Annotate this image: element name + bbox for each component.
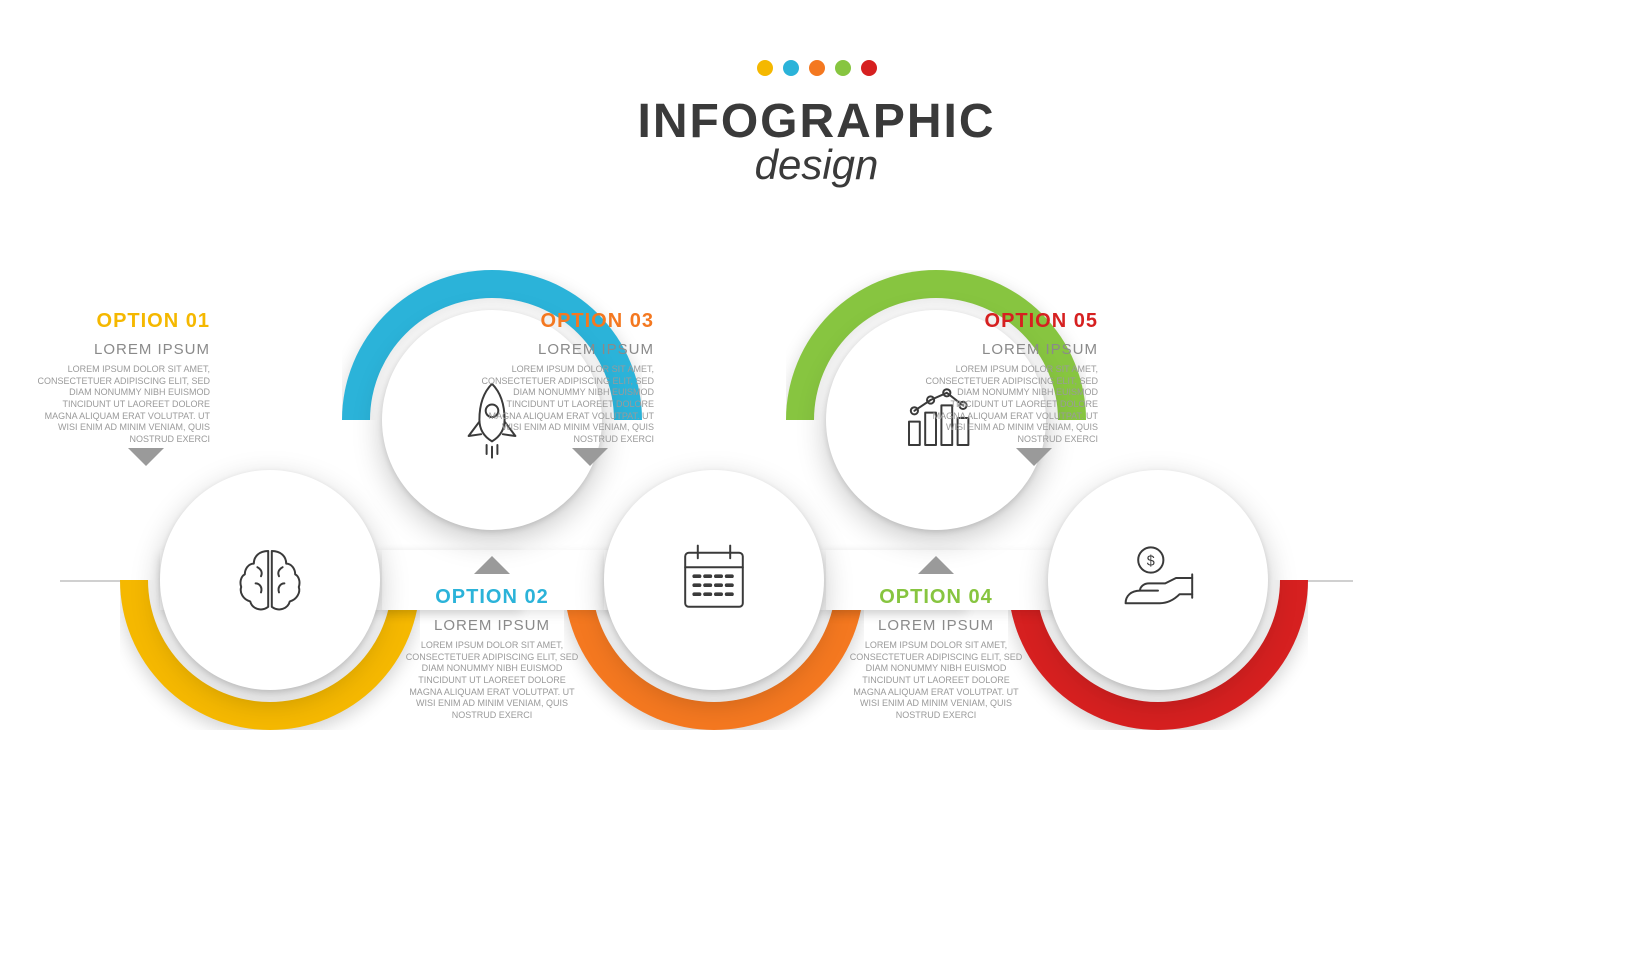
text-block-option-5: OPTION 05 LOREM IPSUM LOREM IPSUM DOLOR SI… bbox=[918, 310, 1098, 446]
option-label: OPTION 05 bbox=[918, 310, 1098, 333]
option-body: LOREM IPSUM DOLOR SIT AMET, CONSECTETUER… bbox=[918, 364, 1098, 446]
option-body: LOREM IPSUM DOLOR SIT AMET, CONSECTETUER… bbox=[402, 640, 582, 722]
icon-circle-option-1 bbox=[160, 470, 380, 690]
pointer-triangle bbox=[572, 448, 608, 466]
option-body: LOREM IPSUM DOLOR SIT AMET, CONSECTETUER… bbox=[474, 364, 654, 446]
pointer-triangle bbox=[1016, 448, 1052, 466]
icon-circle-option-3 bbox=[604, 470, 824, 690]
text-block-option-3: OPTION 03 LOREM IPSUM LOREM IPSUM DOLOR SI… bbox=[474, 310, 654, 446]
header-dots bbox=[638, 60, 996, 76]
money-hand-icon: $ bbox=[1113, 533, 1203, 628]
option-sublabel: LOREM IPSUM bbox=[918, 341, 1098, 358]
header-dot bbox=[783, 60, 799, 76]
option-label: OPTION 02 bbox=[402, 586, 582, 609]
option-body: LOREM IPSUM DOLOR SIT AMET, CONSECTETUER… bbox=[846, 640, 1026, 722]
option-sublabel: LOREM IPSUM bbox=[30, 341, 210, 358]
infographic-stage: $ OPTION 01 LOREM IPSUM LOREM IPSUM DOLOR … bbox=[0, 240, 1633, 840]
text-block-option-2: OPTION 02 LOREM IPSUM LOREM IPSUM DOLOR SI… bbox=[402, 586, 582, 722]
option-label: OPTION 03 bbox=[474, 310, 654, 333]
pointer-triangle bbox=[474, 556, 510, 574]
option-sublabel: LOREM IPSUM bbox=[474, 341, 654, 358]
option-label: OPTION 01 bbox=[30, 310, 210, 333]
calendar-icon bbox=[669, 533, 759, 628]
header-dot bbox=[861, 60, 877, 76]
option-sublabel: LOREM IPSUM bbox=[846, 617, 1026, 634]
svg-text:$: $ bbox=[1147, 553, 1155, 569]
pointer-triangle bbox=[128, 448, 164, 466]
header-dot bbox=[757, 60, 773, 76]
option-sublabel: LOREM IPSUM bbox=[402, 617, 582, 634]
text-block-option-4: OPTION 04 LOREM IPSUM LOREM IPSUM DOLOR SI… bbox=[846, 586, 1026, 722]
header-dot bbox=[835, 60, 851, 76]
header: INFOGRAPHIC design bbox=[638, 60, 996, 189]
option-label: OPTION 04 bbox=[846, 586, 1026, 609]
icon-circle-option-5: $ bbox=[1048, 470, 1268, 690]
header-dot bbox=[809, 60, 825, 76]
brain-icon bbox=[225, 533, 315, 628]
text-block-option-1: OPTION 01 LOREM IPSUM LOREM IPSUM DOLOR SI… bbox=[30, 310, 210, 446]
option-body: LOREM IPSUM DOLOR SIT AMET, CONSECTETUER… bbox=[30, 364, 210, 446]
pointer-triangle bbox=[918, 556, 954, 574]
